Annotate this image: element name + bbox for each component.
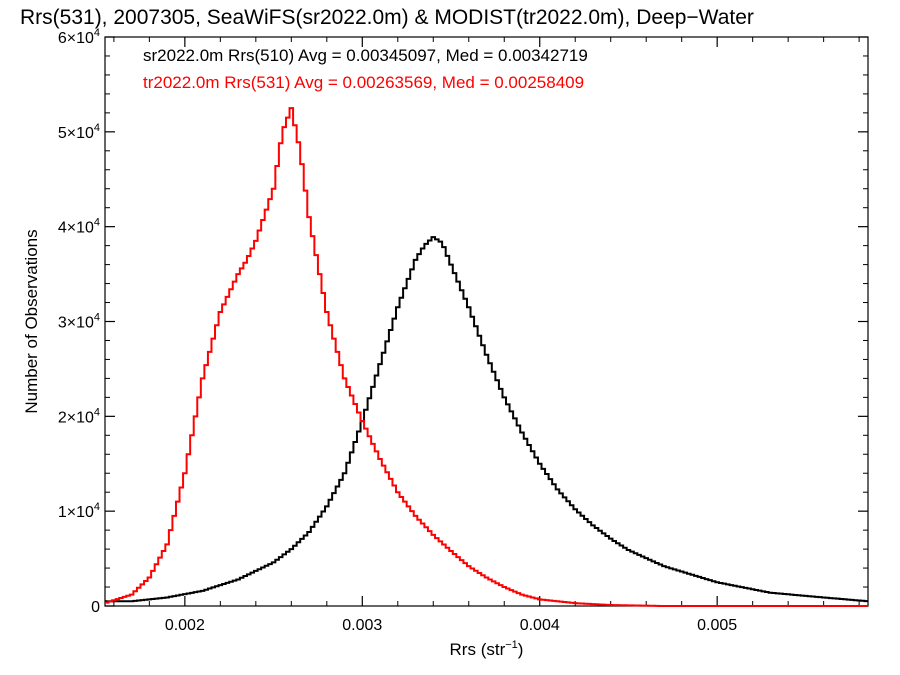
y-tick-label: 2×104 <box>58 406 100 426</box>
legend: sr2022.0m Rrs(510) Avg = 0.00345097, Med… <box>143 46 588 92</box>
legend-entry: tr2022.0m Rrs(531) Avg = 0.00263569, Med… <box>143 73 584 92</box>
y-tick-label: 6×104 <box>58 27 100 47</box>
series-black-line <box>105 236 868 603</box>
y-tick-label: 1×104 <box>58 501 100 521</box>
legend-entry: sr2022.0m Rrs(510) Avg = 0.00345097, Med… <box>143 46 588 65</box>
series-red-line <box>105 107 868 607</box>
x-tick-label: 0.002 <box>165 617 205 634</box>
x-tick-label: 0.004 <box>520 617 560 634</box>
y-tick-label: 3×104 <box>58 312 100 332</box>
y-tick-label: 4×104 <box>58 217 100 237</box>
y-axis: 0 1×104 2×104 3×104 4×104 5×104 6×104 <box>58 27 868 616</box>
chart-title: Rrs(531), 2007305, SeaWiFS(sr2022.0m) & … <box>20 6 754 29</box>
x-tick-label: 0.005 <box>697 617 737 634</box>
y-axis-label: Number of Observations <box>22 229 41 413</box>
series-group <box>105 107 868 607</box>
x-axis-label: Rrs (str−1) <box>450 639 524 659</box>
x-axis: 0.002 0.003 0.004 0.005 <box>113 37 860 634</box>
y-tick-label: 0 <box>91 599 100 616</box>
y-tick-label: 5×104 <box>58 122 100 142</box>
x-tick-label: 0.003 <box>342 617 382 634</box>
